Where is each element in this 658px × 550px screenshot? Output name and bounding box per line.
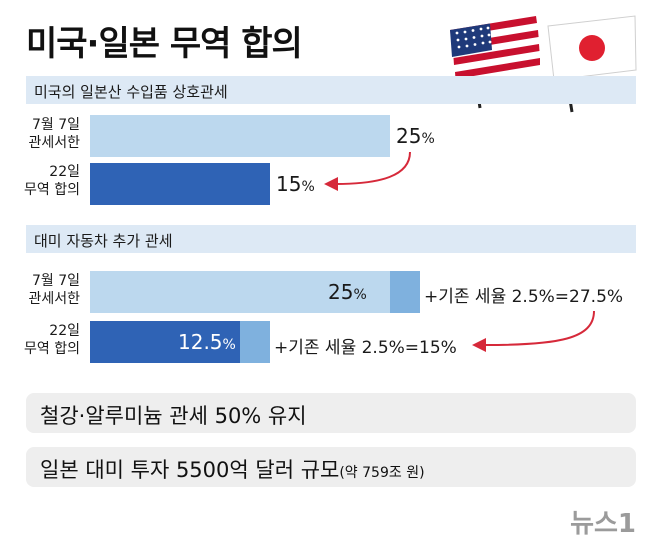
note-s2-deal: +기존 세율 2.5%=15% [274,338,457,358]
bar-s2-deal [90,321,240,363]
news1-logo: 뉴스1 [570,509,636,539]
us-japan-flags-icon [450,15,637,113]
info-box-investment [26,447,636,487]
info-text-steel: 철강·알루미늄 관세 50% 유지 [40,404,307,428]
row-label: 22일 무역 합의 [24,323,80,357]
bar-s2-deal-existing [240,321,270,363]
japan-flag-icon [547,15,637,81]
section-band-1 [26,76,636,104]
bar-s1-deal [90,163,270,205]
row-label: 22일 무역 합의 [24,164,80,198]
decrease-arrow-icon [324,151,411,191]
row-label: 7월 7일 관세서한 [28,273,80,307]
bar-s1-letter [90,115,390,157]
value-label-s1-deal: 15% [276,172,315,196]
bar-s2-letter [90,271,390,313]
value-label-s2-deal: 12.5% [178,330,236,354]
row-label: 7월 7일 관세서한 [28,117,80,151]
decrease-arrow-icon [472,310,595,352]
section-label-1: 미국의 일본산 수입품 상호관세 [34,83,228,101]
bar-s2-letter-existing [390,271,420,313]
note-s2-letter: +기존 세율 2.5%=27.5% [424,287,624,307]
value-label-s1-letter: 25% [396,124,435,148]
us-flag-icon [450,16,540,84]
info-box-steel [26,393,636,433]
info-text-investment: 일본 대미 투자 5500억 달러 규모(약 759조 원) [40,458,425,482]
page-title: 미국·일본 무역 합의 [26,24,303,64]
section-label-2: 대미 자동차 추가 관세 [34,232,173,250]
value-label-s2-letter: 25% [328,280,367,304]
section-band-2 [26,225,636,253]
